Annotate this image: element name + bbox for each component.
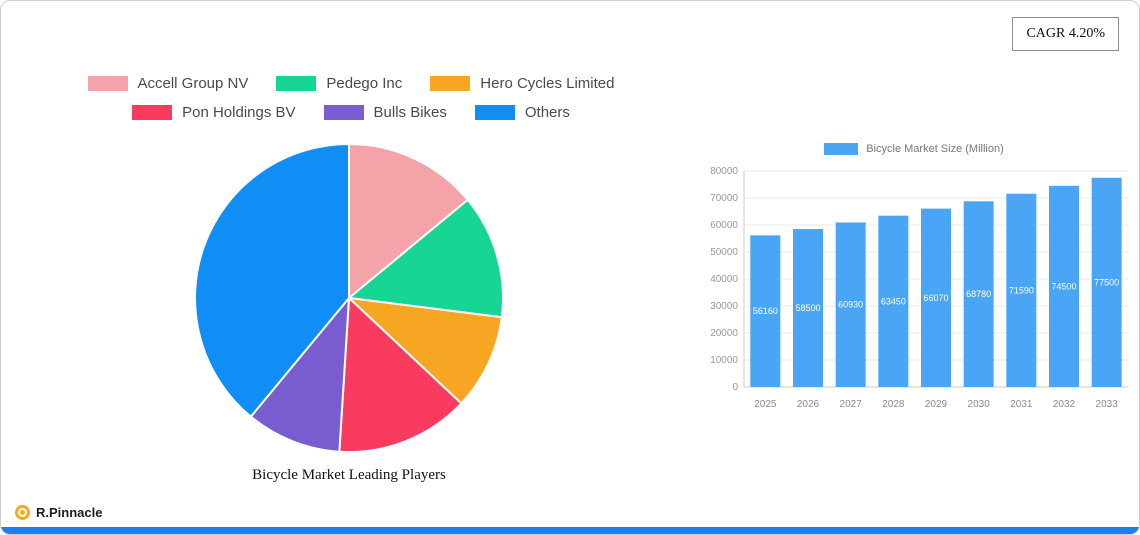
bar-2025 bbox=[750, 235, 781, 387]
x-axis-tick-label: 2031 bbox=[1010, 399, 1033, 410]
legend-label: Bulls Bikes bbox=[373, 104, 447, 121]
legend-row: Pon Holdings BV Bulls Bikes Others bbox=[132, 104, 570, 121]
x-axis-tick-label: 2028 bbox=[882, 399, 905, 410]
x-axis-tick-label: 2029 bbox=[925, 399, 948, 410]
bar-chart-svg: 0 10000 20000 30000 40000 50000 60000 70000 8000… bbox=[710, 166, 1128, 410]
legend-swatch bbox=[87, 76, 128, 91]
bar-value-label: 58500 bbox=[795, 303, 820, 313]
y-axis-tick-label: 80000 bbox=[710, 166, 738, 177]
y-axis-tick-label: 20000 bbox=[710, 328, 738, 339]
bar-value-label: 74500 bbox=[1051, 281, 1076, 291]
y-axis-tick-label: 70000 bbox=[710, 193, 738, 204]
legend-swatch bbox=[474, 105, 515, 120]
bar-2026 bbox=[793, 229, 823, 387]
y-axis-tick-label: 60000 bbox=[710, 220, 738, 231]
bar-2032 bbox=[1049, 185, 1079, 387]
brand: R.Pinnacle bbox=[15, 505, 102, 520]
bar-chart: Bicycle Market Size (Million) 0 10000 2000… bbox=[694, 143, 1134, 422]
pie-slice-others bbox=[194, 143, 350, 418]
legend-label: Pedego Inc bbox=[326, 75, 403, 92]
y-axis-tick-label: 10000 bbox=[710, 355, 738, 366]
bar-value-label: 77500 bbox=[1094, 277, 1119, 287]
bar-value-label: 71590 bbox=[1009, 285, 1034, 295]
brand-logo-icon bbox=[15, 505, 30, 520]
legend-swatch bbox=[276, 76, 317, 91]
y-axis-tick-label: 50000 bbox=[710, 247, 738, 258]
cagr-badge: CAGR 4.20% bbox=[1012, 17, 1119, 51]
x-axis-tick-label: 2032 bbox=[1053, 399, 1076, 410]
bar-2027 bbox=[835, 222, 866, 387]
legend-label: Pon Holdings BV bbox=[182, 104, 296, 121]
bottom-accent-strip bbox=[1, 527, 1139, 534]
legend-swatch bbox=[430, 76, 471, 91]
bar-2028 bbox=[878, 215, 909, 387]
x-axis-tick-label: 2026 bbox=[797, 399, 820, 410]
legend-label: Others bbox=[524, 104, 570, 121]
legend-item-pon-holdings-bv[interactable]: Pon Holdings BV bbox=[132, 104, 296, 121]
legend-item-hero-cycles-limited[interactable]: Hero Cycles Limited bbox=[430, 75, 615, 92]
y-axis-tick-label: 40000 bbox=[710, 274, 738, 285]
legend-item-pedego-inc[interactable]: Pedego Inc bbox=[276, 75, 402, 92]
pie-slice-hero-cycles-limited bbox=[348, 297, 503, 405]
legend-label: Hero Cycles Limited bbox=[480, 75, 615, 92]
legend-row: Accell Group NV Pedego Inc Hero Cycles Lim… bbox=[87, 75, 615, 92]
bar-2029 bbox=[921, 208, 951, 387]
pie-chart-title: Bicycle Market Leading Players bbox=[252, 467, 446, 483]
legend-item-accell-group-nv[interactable]: Accell Group NV bbox=[87, 75, 249, 92]
bar-value-label: 68780 bbox=[966, 289, 991, 299]
legend-swatch bbox=[132, 105, 173, 120]
pie-slice-pedego-inc bbox=[348, 198, 505, 319]
x-axis-tick-label: 2025 bbox=[754, 399, 777, 410]
bar-legend-label: Bicycle Market Size (Million) bbox=[866, 143, 1004, 155]
pie-chart bbox=[189, 138, 509, 458]
y-axis-tick-label: 30000 bbox=[710, 301, 738, 312]
brand-name: R.Pinnacle bbox=[36, 505, 103, 520]
x-axis-tick-label: 2027 bbox=[840, 399, 863, 410]
y-axis-tick-label: 0 bbox=[732, 382, 738, 393]
legend-item-bulls-bikes[interactable]: Bulls Bikes bbox=[323, 104, 447, 121]
pie-slice-pon-holdings-bv bbox=[338, 297, 463, 454]
x-axis-tick-label: 2033 bbox=[1096, 399, 1119, 410]
bar-value-label: 60930 bbox=[838, 300, 863, 310]
pie-chart-svg bbox=[194, 143, 505, 454]
bar-2031 bbox=[1006, 193, 1037, 387]
pie-slice-accell-group-nv bbox=[348, 143, 469, 299]
bar-legend-swatch bbox=[824, 143, 859, 155]
bar-2033 bbox=[1091, 177, 1122, 387]
bar-legend[interactable]: Bicycle Market Size (Million) bbox=[694, 143, 1134, 155]
bar-2030 bbox=[963, 201, 994, 387]
bar-value-label: 56160 bbox=[753, 306, 778, 316]
legend-item-others[interactable]: Others bbox=[474, 104, 570, 121]
legend-label: Accell Group NV bbox=[137, 75, 249, 92]
x-axis-tick-label: 2030 bbox=[968, 399, 991, 410]
bar-value-label: 66070 bbox=[923, 293, 948, 303]
pie-slice-bulls-bikes bbox=[249, 297, 350, 453]
bar-value-label: 63450 bbox=[881, 296, 906, 306]
pie-legend: Accell Group NV Pedego Inc Hero Cycles Lim… bbox=[31, 75, 671, 121]
cagr-label: CAGR 4.20% bbox=[1026, 26, 1105, 41]
legend-swatch bbox=[323, 105, 364, 120]
